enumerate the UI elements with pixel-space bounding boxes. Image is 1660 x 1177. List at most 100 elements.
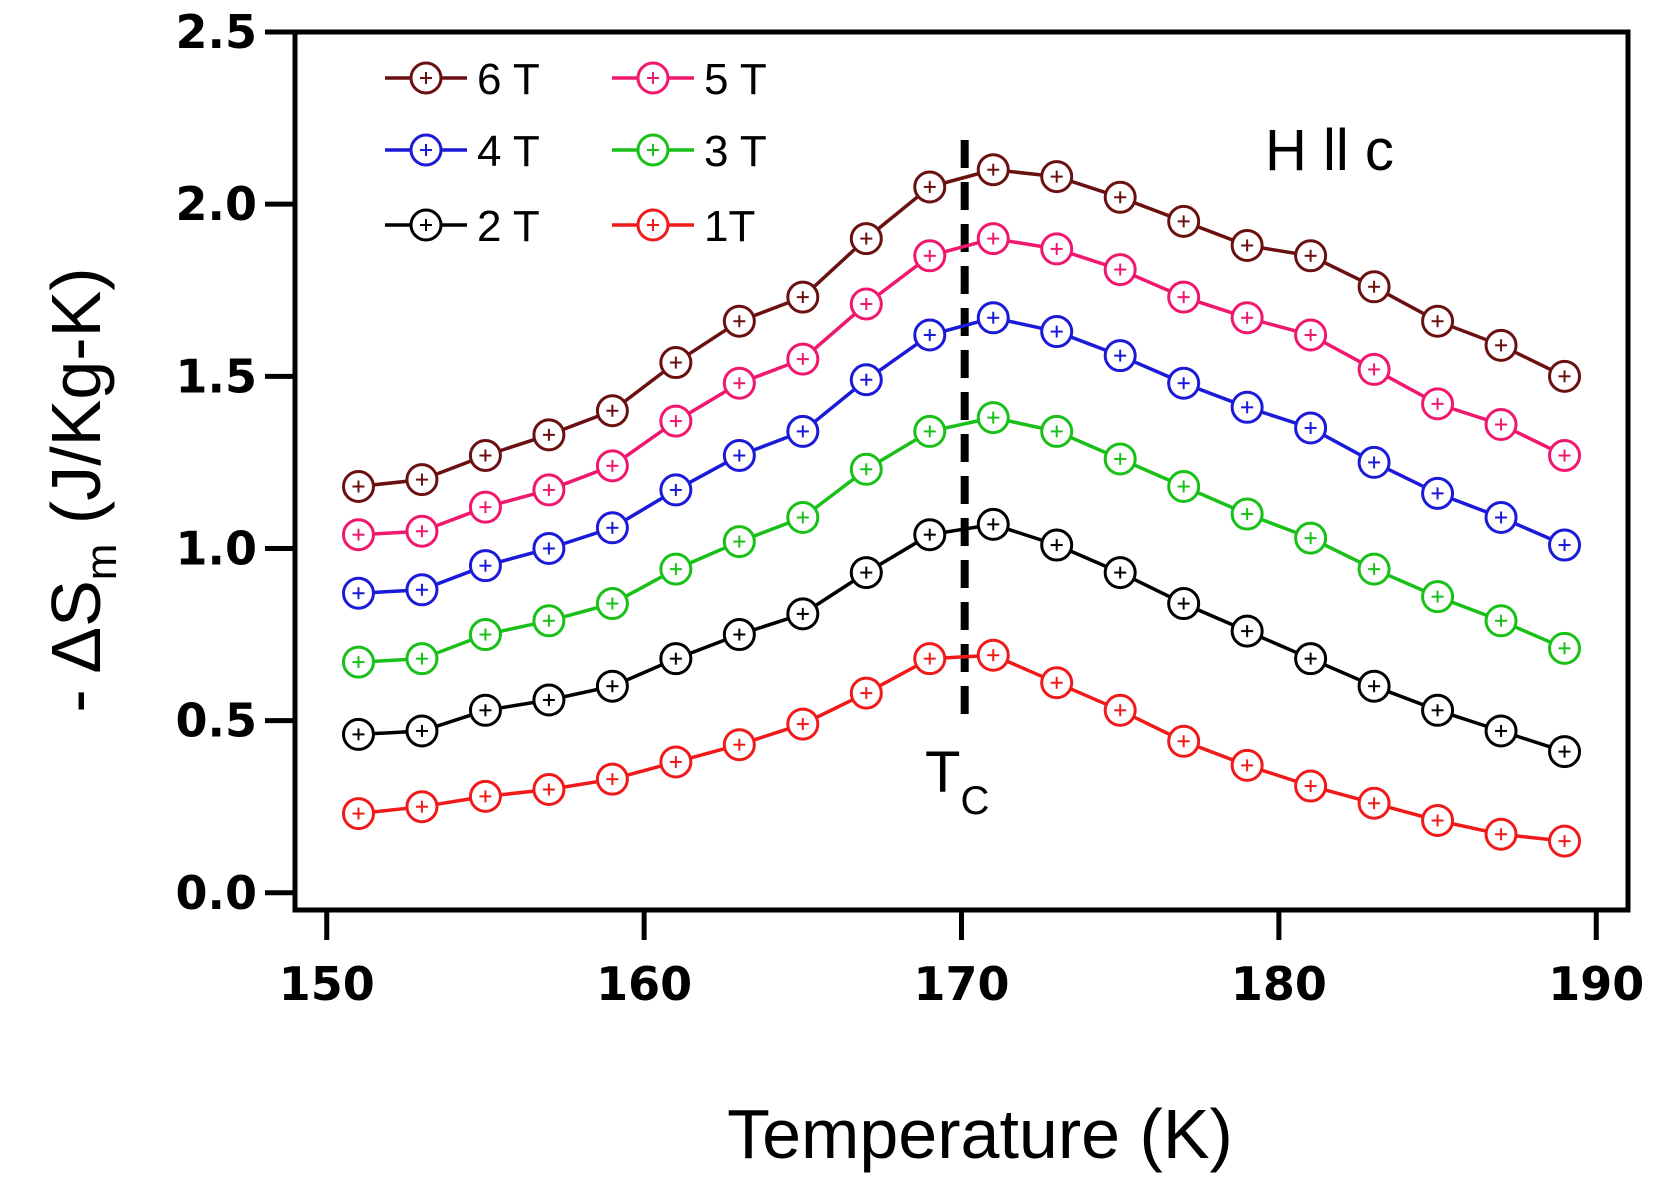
y-tick-label: 2.0	[176, 177, 258, 231]
data-point	[1484, 328, 1518, 362]
data-point	[1357, 669, 1391, 703]
data-point	[913, 239, 947, 273]
x-tick-label: 170	[913, 957, 1009, 1011]
data-point	[722, 525, 756, 559]
data-point	[1421, 387, 1455, 421]
y-tick-label: 0.5	[176, 694, 258, 748]
y-tick-label: 2.5	[176, 5, 258, 59]
y-axis-title-prefix: - ΔS	[37, 580, 115, 712]
data-point	[405, 514, 439, 548]
data-point	[1294, 642, 1328, 676]
legend-label: 1T	[704, 202, 755, 251]
data-point	[1230, 748, 1264, 782]
data-point	[1040, 160, 1074, 194]
data-point	[849, 222, 883, 256]
legend-marker	[636, 208, 670, 242]
field-direction-annotation: H ll c	[1265, 118, 1394, 183]
data-point	[532, 473, 566, 507]
x-tick-label: 190	[1548, 957, 1644, 1011]
data-point	[341, 469, 375, 503]
legend-entry-2t: 2 T	[385, 202, 540, 251]
data-point	[1357, 786, 1391, 820]
data-point	[1421, 304, 1455, 338]
data-point	[1103, 693, 1137, 727]
data-point	[1230, 614, 1264, 648]
data-point	[786, 342, 820, 376]
data-point	[1230, 390, 1264, 424]
data-point	[913, 414, 947, 448]
data-point	[1103, 180, 1137, 214]
data-point	[1548, 631, 1582, 665]
x-tick-label: 180	[1231, 957, 1327, 1011]
data-point	[341, 797, 375, 831]
data-point	[405, 790, 439, 824]
data-point	[849, 556, 883, 590]
data-point	[1294, 411, 1328, 445]
data-point	[1548, 439, 1582, 473]
data-point	[659, 473, 693, 507]
data-point	[976, 638, 1010, 672]
data-point	[341, 576, 375, 610]
data-point	[849, 287, 883, 321]
data-point	[659, 346, 693, 380]
axis-ticks: 0.0 0.5 1.0 1.5 2.0 2.5 150 160 170 180 190	[176, 5, 1645, 1011]
data-point	[1103, 442, 1137, 476]
data-point	[1548, 528, 1582, 562]
series-6t	[341, 153, 1582, 503]
tc-label-main: T	[925, 740, 960, 805]
data-point	[1357, 270, 1391, 304]
series-5t	[341, 222, 1582, 552]
data-point	[1357, 552, 1391, 586]
tc-label-subscript: C	[960, 779, 989, 823]
data-point	[1040, 414, 1074, 448]
data-point	[722, 304, 756, 338]
data-point	[913, 318, 947, 352]
series-1t	[341, 638, 1582, 858]
data-point	[1484, 817, 1518, 851]
y-tick-label: 1.5	[176, 349, 258, 403]
data-point	[341, 518, 375, 552]
data-point	[595, 669, 629, 703]
data-point	[1040, 232, 1074, 266]
data-point	[1167, 366, 1201, 400]
data-point	[976, 507, 1010, 541]
data-point	[1421, 476, 1455, 510]
data-point	[1230, 228, 1264, 262]
data-point	[341, 717, 375, 751]
data-point	[468, 439, 502, 473]
data-point	[1103, 556, 1137, 590]
y-tick-label: 1.0	[176, 521, 258, 575]
x-tick-label: 160	[596, 957, 692, 1011]
data-point	[595, 587, 629, 621]
data-point	[1167, 587, 1201, 621]
data-point	[405, 714, 439, 748]
data-point	[1357, 352, 1391, 386]
legend-marker	[409, 133, 443, 167]
data-point	[849, 452, 883, 486]
legend-marker	[636, 61, 670, 95]
data-point	[341, 645, 375, 679]
data-point	[1167, 280, 1201, 314]
data-point	[468, 779, 502, 813]
data-point	[405, 463, 439, 497]
legend-label: 5 T	[704, 55, 767, 104]
data-point	[468, 693, 502, 727]
data-point	[1484, 604, 1518, 638]
data-point	[405, 573, 439, 607]
data-point	[659, 745, 693, 779]
data-point	[1421, 580, 1455, 614]
data-point	[1548, 824, 1582, 858]
x-tick-label: 150	[279, 957, 375, 1011]
data-point	[1548, 359, 1582, 393]
series-3t	[341, 401, 1582, 679]
series-4t	[341, 301, 1582, 610]
data-point	[1230, 497, 1264, 531]
series-group	[341, 153, 1582, 858]
data-point	[1294, 318, 1328, 352]
data-point	[1040, 528, 1074, 562]
y-axis-title: - ΔSm (J/Kg-K)	[37, 267, 126, 712]
data-point	[786, 414, 820, 448]
data-point	[722, 366, 756, 400]
data-point	[468, 549, 502, 583]
